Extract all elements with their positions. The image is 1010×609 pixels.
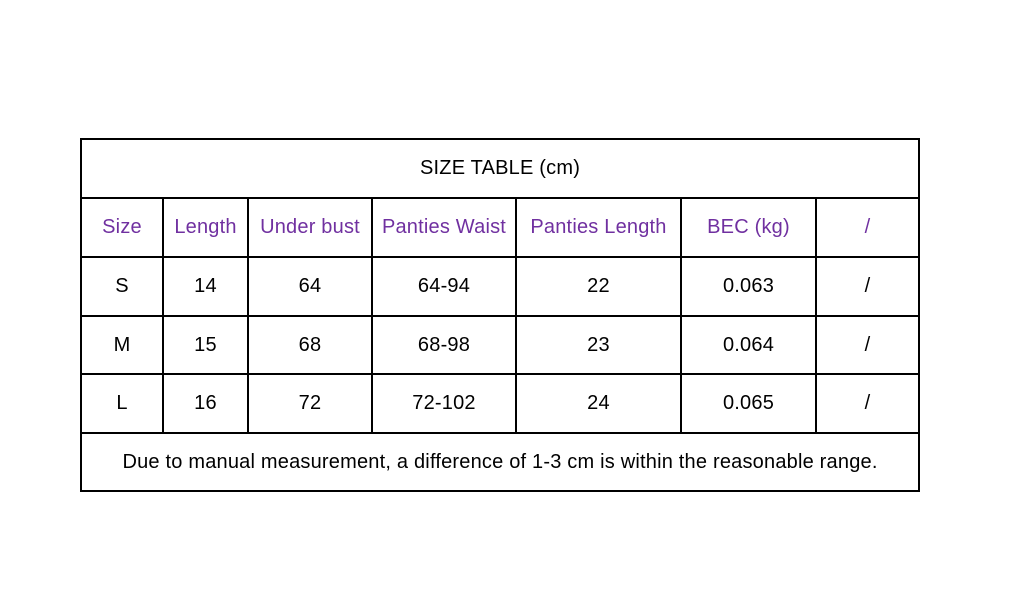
table-cell: S	[80, 256, 164, 317]
column-header-under-bust: Under bust	[247, 197, 373, 258]
title-row: SIZE TABLE (cm)	[79, 138, 921, 199]
table-cell: 64	[247, 256, 373, 317]
column-header-size: Size	[80, 197, 164, 258]
table-cell: M	[80, 315, 164, 375]
column-header-slash: /	[814, 197, 921, 258]
table-cell: 68-98	[371, 315, 517, 375]
table-cell: 0.063	[680, 256, 817, 317]
table-title: SIZE TABLE (cm)	[79, 138, 921, 199]
note-row: Due to manual measurement, a difference …	[79, 432, 921, 492]
table-cell: 0.064	[680, 315, 817, 375]
header-row: Size Length Under bust Panties Waist Pan…	[80, 197, 921, 258]
table-cell: 0.065	[680, 373, 817, 434]
table-cell: 15	[162, 315, 249, 375]
measurement-note: Due to manual measurement, a difference …	[79, 432, 921, 492]
table-cell: 72-102	[371, 373, 517, 434]
table-row-s: S 14 64 64-94 22 0.063 /	[80, 256, 921, 317]
table-cell: 14	[162, 256, 249, 317]
table-cell: /	[814, 256, 921, 317]
table-cell: /	[814, 315, 921, 375]
table-cell: 16	[162, 373, 249, 434]
table-cell: L	[80, 373, 164, 434]
table-cell: 72	[247, 373, 373, 434]
column-header-bec: BEC (kg)	[680, 197, 817, 258]
table-cell: 23	[515, 315, 682, 375]
table-row-l: L 16 72 72-102 24 0.065 /	[80, 373, 921, 434]
table-cell: 24	[515, 373, 682, 434]
table-cell: 64-94	[371, 256, 517, 317]
column-header-length: Length	[162, 197, 249, 258]
size-table: SIZE TABLE (cm) Size Length Under bust P…	[79, 138, 921, 492]
column-header-panties-waist: Panties Waist	[371, 197, 517, 258]
table-cell: 68	[247, 315, 373, 375]
table-cell: 22	[515, 256, 682, 317]
table-row-m: M 15 68 68-98 23 0.064 /	[80, 315, 921, 375]
table-cell: /	[814, 373, 921, 434]
column-header-panties-length: Panties Length	[515, 197, 682, 258]
